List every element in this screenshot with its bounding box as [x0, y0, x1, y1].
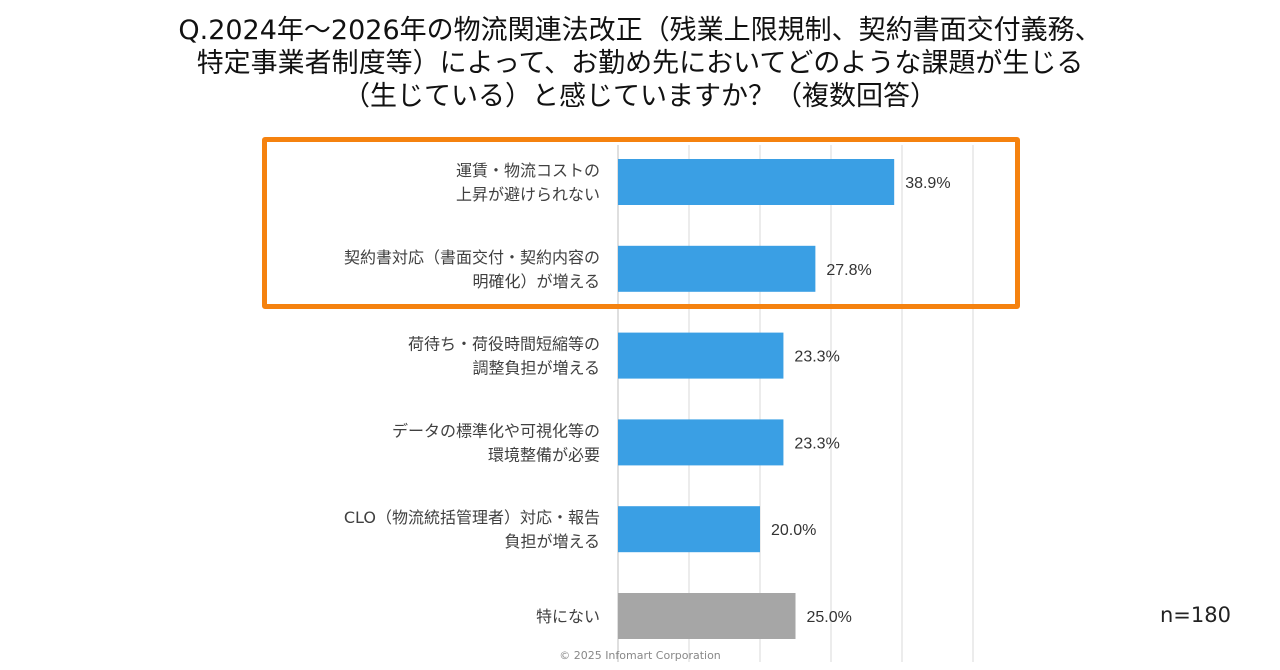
bar — [618, 332, 784, 379]
bar — [618, 506, 760, 553]
category-label: 負担が増える — [504, 532, 600, 551]
title-line-1: Q.2024年～2026年の物流関連法改正（残業上限規制、契約書面交付義務、 — [178, 15, 1102, 46]
bar — [618, 159, 895, 205]
category-label: データの標準化や可視化等の — [392, 421, 600, 440]
sample-size: n=180 — [1160, 603, 1231, 627]
category-label: 運賃・物流コストの — [456, 161, 600, 180]
copyright: © 2025 Infomart Corporation — [559, 649, 721, 662]
category-label: 明確化）が増える — [472, 272, 600, 291]
category-label: CLO（物流統括管理者）対応・報告 — [344, 508, 600, 527]
data-label: 23.3% — [794, 349, 839, 366]
category-label: 契約書対応（書面交付・契約内容の — [344, 248, 600, 267]
highlight-box — [262, 137, 1020, 309]
data-label: 20.0% — [771, 522, 816, 539]
title-line-2: 特定事業者制度等）によって、お勤め先においてどのような課題が生じる — [196, 48, 1084, 79]
bar — [618, 419, 784, 466]
category-label: 環境整備が必要 — [488, 445, 600, 464]
data-label: 25.0% — [807, 609, 852, 626]
title-line-3: （生じている）と感じていますか？（複数回答） — [343, 81, 937, 112]
data-label: 23.3% — [794, 435, 839, 452]
category-label: 荷待ち・荷役時間短縮等の — [408, 335, 600, 354]
data-label: 38.9% — [905, 175, 950, 192]
bar — [618, 593, 796, 639]
data-label: 27.8% — [826, 262, 871, 279]
category-label: 調整負担が増える — [472, 359, 600, 378]
category-label: 特にない — [536, 607, 600, 626]
chart-title: Q.2024年～2026年の物流関連法改正（残業上限規制、契約書面交付義務、 特… — [0, 14, 1280, 113]
bar — [618, 245, 816, 292]
category-label: 上昇が避けられない — [456, 185, 600, 204]
